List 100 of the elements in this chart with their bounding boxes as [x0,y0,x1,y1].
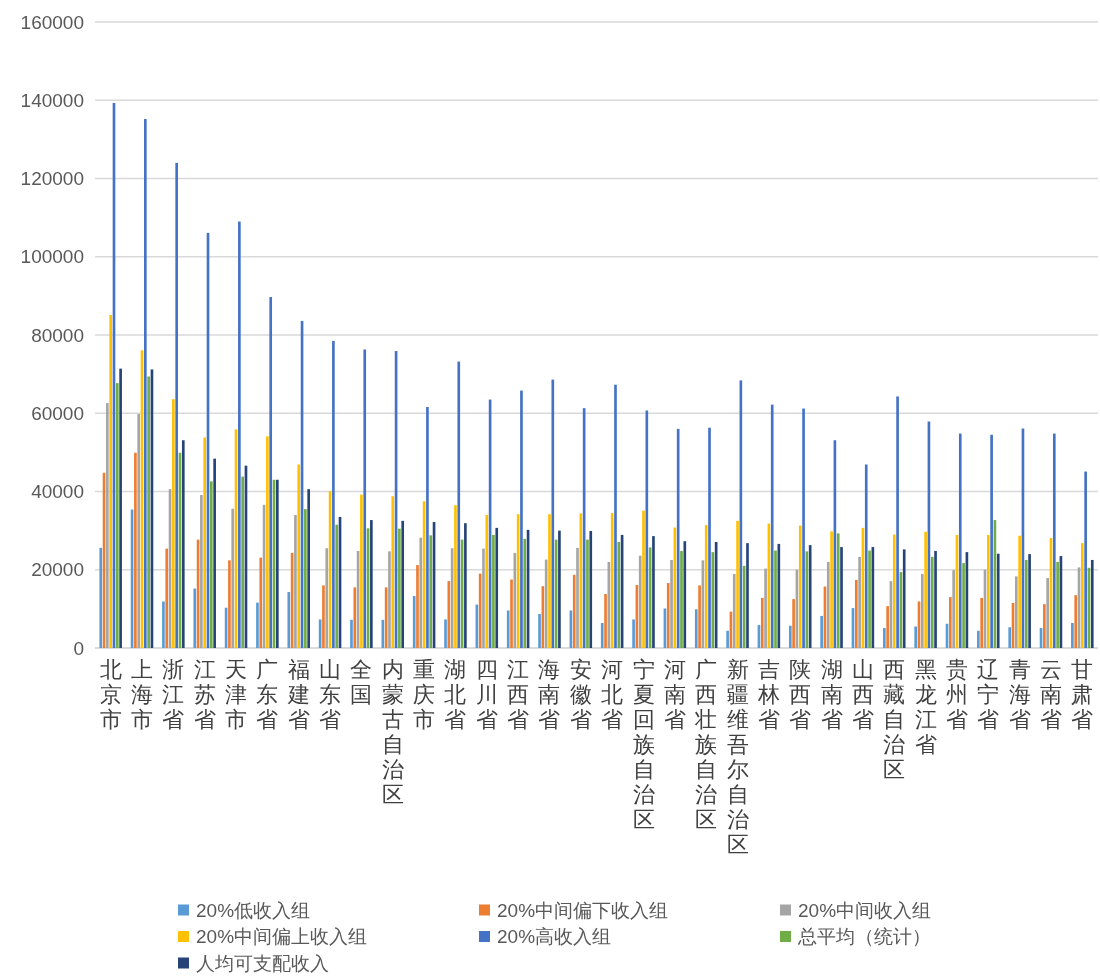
bar [144,119,147,648]
bar [996,553,1000,648]
bar [1024,559,1028,648]
x-tick-label: 山西省 [850,657,875,732]
bar [363,349,367,648]
bar [1008,627,1012,648]
bar [764,568,767,648]
bar [200,495,203,648]
bar [482,548,485,648]
bar [307,489,310,648]
bar [370,520,373,648]
bar [792,599,795,648]
bar [576,547,579,648]
y-tick-label: 20000 [31,559,84,581]
bar [495,527,499,648]
bar [1074,595,1078,648]
bar [506,610,510,648]
bar [980,597,983,648]
bar [416,565,419,648]
bar [896,396,899,648]
bar [1052,433,1056,648]
bar [99,547,103,648]
bar [181,440,185,648]
bar [614,384,617,648]
x-tick-label: 江苏省 [192,657,217,732]
x-tick-label: 上海市 [130,657,154,732]
bar [269,297,273,648]
bar [231,508,235,648]
bar [492,534,495,648]
bar [864,464,868,648]
bar [106,403,109,648]
bar [670,559,673,648]
x-tick-label: 吉林省 [756,657,781,732]
bar [858,556,861,648]
bar [726,630,729,648]
bar [836,533,840,648]
bar [746,543,749,648]
legend-label: 20%中间收入组 [798,899,932,921]
bar [638,555,642,648]
x-tick-label: 全国 [349,657,374,707]
x-tick-label: 安徽省 [568,657,593,732]
x-tick-label: 山东省 [318,657,343,732]
bar [429,535,433,648]
bar [774,550,777,648]
x-tick-label: 重庆市 [412,657,437,732]
bar [287,592,291,648]
y-tick-label: 160000 [20,11,84,33]
y-tick-label: 120000 [20,168,84,189]
bar [572,574,576,648]
bar [134,452,137,648]
bar [830,531,833,648]
bar [600,622,604,648]
bar [238,221,241,648]
bar [642,510,645,648]
y-tick-label: 40000 [31,481,84,502]
bar [732,574,736,648]
bar [840,547,843,648]
legend-label: 20%低收入组 [196,899,311,921]
x-tick-label: 甘肃省 [1070,657,1095,732]
y-tick-label: 80000 [31,324,84,346]
bar [325,548,329,648]
bar [632,619,635,648]
bar [1015,576,1018,648]
bar [930,556,934,648]
bar [426,406,429,648]
bar [538,613,541,648]
bar [381,619,385,648]
bar [256,602,259,648]
bar [652,536,655,648]
bar [802,408,805,648]
bar [683,541,687,648]
y-tick-label: 0 [73,637,84,659]
bar [920,574,924,648]
x-tick-label: 海南省 [537,657,562,732]
bar [589,531,593,648]
bar [914,626,917,648]
bar [770,404,774,648]
x-tick-label: 广东省 [255,657,280,732]
bar [934,550,937,648]
bar [694,609,698,648]
bar [398,528,401,648]
bar [1043,604,1046,648]
bar [454,505,457,648]
bar [388,551,391,648]
legend-label: 20%中间偏上收入组 [196,926,368,947]
bar [1018,535,1021,648]
bar [391,496,395,648]
bar [1084,471,1087,648]
bar [1081,543,1084,648]
bar [1028,554,1031,648]
x-tick-label: 西藏自治区 [882,657,907,782]
bar [297,464,301,648]
bar [680,550,683,648]
bar [419,537,423,648]
y-tick-label: 60000 [31,402,84,424]
x-tick-label: 陕西省 [788,657,813,732]
bar [193,588,197,648]
x-tick-label: 河南省 [662,657,687,732]
bar [304,509,307,648]
bar [886,606,889,648]
